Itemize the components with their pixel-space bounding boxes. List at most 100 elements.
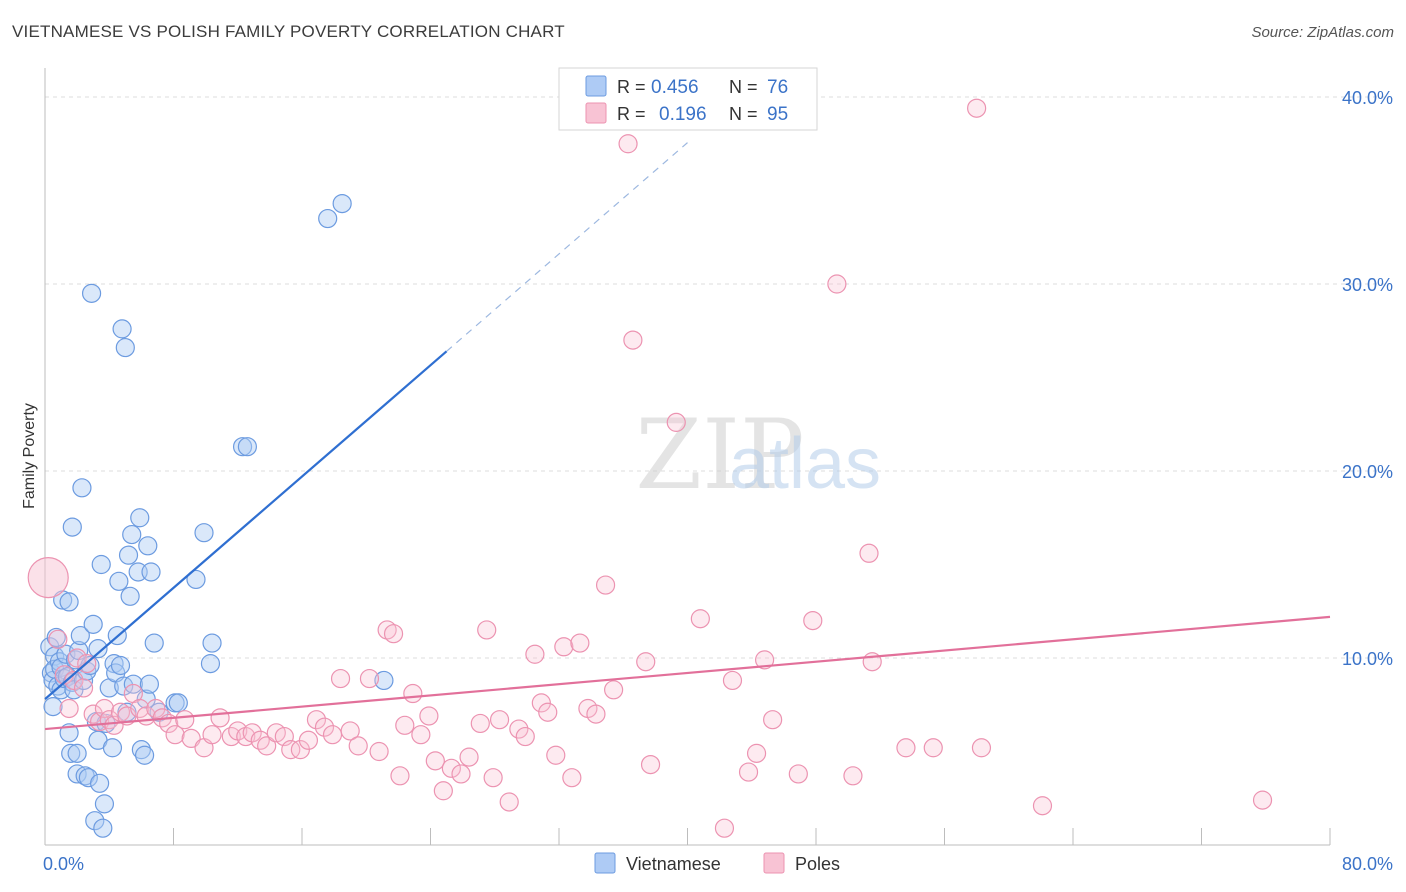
legend-n-label-2: N = [729, 104, 758, 124]
trend-lines [44, 142, 1331, 731]
data-point-poles [281, 740, 301, 760]
data-point-poles [306, 710, 327, 730]
data-point-poles [595, 575, 616, 595]
data-point-poles [618, 134, 638, 154]
data-point-poles [896, 738, 916, 758]
data-point-vietnamese [144, 633, 164, 653]
data-point-vietnamese [67, 764, 87, 784]
data-point-poles [94, 698, 115, 719]
data-point-poles [27, 556, 69, 599]
data-point-vietnamese [70, 625, 90, 646]
data-point-poles [73, 678, 94, 698]
data-point-poles [477, 620, 497, 640]
y-axis-label: Family Poverty [21, 403, 38, 509]
data-point-poles [499, 792, 519, 812]
data-point-poles [411, 725, 431, 745]
legend-r-label-2: R = [617, 104, 646, 124]
trend-line-vietnamese [44, 350, 448, 700]
data-point-poles [554, 637, 574, 657]
data-point-poles [314, 717, 335, 737]
data-point-poles [1252, 790, 1273, 810]
watermark-atlas: atlas [729, 424, 881, 504]
data-point-poles [623, 330, 643, 350]
data-point-poles [67, 648, 87, 668]
data-point-vietnamese [138, 536, 158, 556]
legend-swatch-vietnamese [585, 75, 607, 97]
data-point-vietnamese [102, 738, 123, 758]
legend-bottom-swatch-poles [763, 852, 785, 874]
data-point-poles [340, 721, 360, 741]
data-point-poles [763, 710, 783, 730]
legend-top: R = 0.456 N = 76 R = 0.196 N = 95 [558, 67, 818, 131]
data-point-poles [827, 274, 847, 294]
chart-title: VIETNAMESE VS POLISH FAMILY POVERTY CORR… [12, 22, 565, 41]
data-point-poles [419, 706, 439, 726]
data-point-vietnamese [81, 283, 102, 303]
legend-bottom-label-poles: Poles [795, 854, 840, 874]
data-point-poles [640, 754, 661, 775]
legend-n-label-1: N = [729, 77, 758, 97]
data-point-vietnamese [85, 811, 105, 831]
data-point-poles [348, 736, 368, 756]
y-tick-label: 40.0% [1342, 88, 1393, 108]
data-point-poles [788, 764, 808, 784]
data-point-poles [971, 738, 992, 758]
data-point-vietnamese [232, 437, 253, 457]
data-point-poles [59, 698, 79, 719]
data-point-poles [722, 670, 743, 691]
data-point-vietnamese [200, 654, 221, 674]
data-point-poles [525, 644, 545, 664]
legend-n-value-2: 95 [767, 104, 788, 125]
data-point-vietnamese [62, 517, 82, 537]
legend-r-value-1: 0.456 [651, 77, 699, 98]
data-point-poles [257, 736, 277, 756]
grid [45, 96, 1390, 659]
data-point-vietnamese [94, 794, 115, 814]
data-point-poles [298, 730, 319, 750]
data-point-vietnamese [112, 319, 132, 339]
trend-line-vietnamese-extension [446, 142, 688, 352]
data-point-vietnamese [318, 208, 338, 229]
data-point-vietnamese [83, 614, 103, 634]
data-point-vietnamese [72, 478, 92, 498]
y-tick-label: 30.0% [1342, 275, 1393, 295]
data-point-poles [738, 762, 759, 782]
data-point-poles [425, 751, 445, 771]
data-point-poles [175, 710, 195, 730]
data-point-poles [395, 715, 415, 735]
data-point-poles [1032, 796, 1053, 816]
legend-swatch-poles [585, 102, 607, 124]
data-point-poles [181, 728, 201, 749]
data-point-vietnamese [139, 674, 160, 694]
axes: 10.0% 20.0% 30.0% 40.0% 0.0% 80.0% [43, 68, 1393, 874]
data-point-vietnamese [114, 676, 134, 696]
data-point-poles [48, 629, 68, 649]
data-point-poles [538, 702, 558, 722]
data-point-poles [803, 610, 823, 631]
source-credit: Source: ZipAtlas.com [1251, 24, 1394, 41]
data-point-vietnamese [61, 743, 81, 763]
data-point-vietnamese [120, 586, 140, 606]
data-point-poles [383, 624, 404, 644]
data-point-vietnamese [110, 655, 131, 676]
legend-bottom-label-vietnamese: Vietnamese [626, 854, 721, 874]
data-point-poles [666, 412, 686, 432]
data-point-poles [515, 726, 535, 747]
data-point-poles [483, 768, 503, 788]
data-point-poles [570, 633, 590, 653]
data-point-poles [165, 725, 185, 745]
data-point-poles [210, 708, 230, 728]
data-point-poles [403, 683, 423, 704]
data-point-poles [714, 818, 735, 838]
data-point-vietnamese [67, 743, 87, 763]
data-point-vietnamese [118, 545, 139, 565]
data-point-poles [470, 713, 490, 734]
data-point-poles [202, 725, 222, 745]
data-point-vietnamese [237, 437, 257, 457]
data-point-poles [509, 719, 529, 739]
data-point-vietnamese [43, 697, 63, 717]
data-point-vietnamese [56, 644, 76, 664]
legend-n-value-1: 76 [767, 77, 788, 98]
data-point-vietnamese [130, 508, 150, 528]
